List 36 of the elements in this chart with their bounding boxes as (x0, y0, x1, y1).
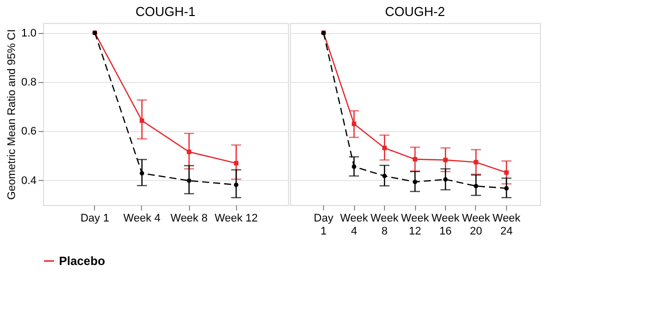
point (382, 174, 387, 178)
y-axis-title: Geometric Mean Ratio and 95% CI (6, 29, 18, 200)
point (140, 171, 144, 176)
x-tick-label: Week 24 (492, 212, 521, 238)
point (352, 164, 356, 169)
x-tick-label: Week 8 (170, 212, 208, 224)
point (443, 177, 448, 182)
point (504, 170, 509, 175)
point (140, 118, 144, 123)
point (474, 184, 478, 188)
point (234, 160, 238, 166)
point (412, 180, 418, 184)
x-tick-label: Week 4 (123, 212, 160, 224)
chart-title: COUGH-2 (385, 4, 445, 19)
point (382, 146, 387, 150)
point (412, 157, 418, 162)
point (186, 150, 192, 154)
point (186, 178, 192, 183)
y-tick-label: 0.6 (21, 126, 36, 138)
legend-label: Placebo (59, 254, 106, 268)
x-tick-label: Week 4 (340, 212, 368, 238)
y-tick-label: 1.0 (21, 27, 36, 40)
x-tick-label: Week 12 (214, 212, 258, 224)
y-tick-label: 0.8 (21, 76, 36, 89)
point (474, 160, 478, 164)
point (504, 186, 509, 191)
x-tick-label: Week 20 (462, 212, 490, 238)
x-tick-label: Day 1 (80, 212, 110, 224)
x-tick-label: Week 8 (370, 212, 399, 238)
chart-title: COUGH-1 (136, 4, 196, 19)
x-tick-label: Week 12 (401, 212, 430, 238)
x-tick-label: Week 16 (432, 212, 460, 238)
x-tick-label: Day 1 (314, 212, 334, 238)
point (352, 122, 356, 126)
y-tick-label: 0.4 (21, 174, 36, 187)
point (234, 182, 238, 188)
